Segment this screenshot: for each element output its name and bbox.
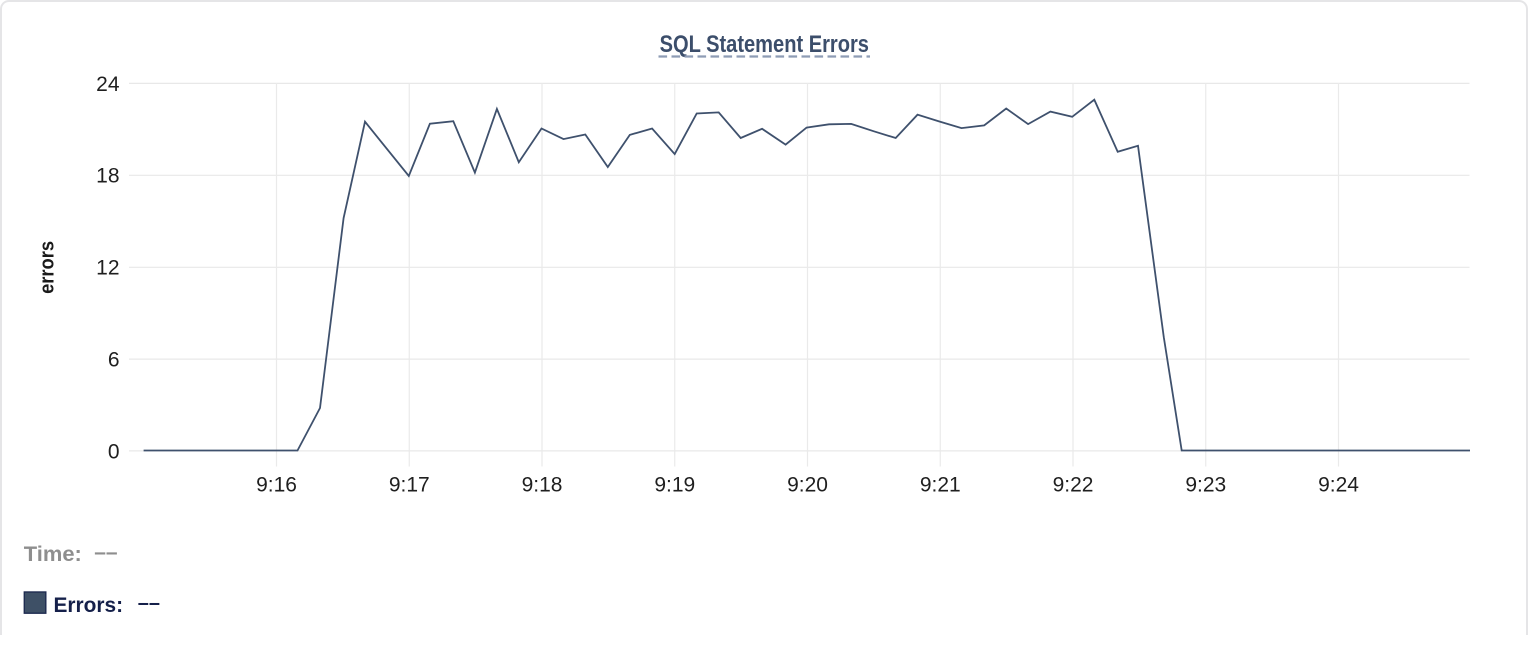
svg-text:9:18: 9:18 [522, 474, 563, 497]
svg-text:18: 18 [96, 165, 119, 188]
svg-text:Time:: Time: [24, 543, 82, 566]
svg-text:6: 6 [108, 349, 120, 372]
svg-text:––: –– [138, 593, 160, 615]
svg-text:––: –– [94, 541, 118, 564]
svg-text:24: 24 [96, 73, 120, 96]
svg-text:9:16: 9:16 [256, 474, 297, 497]
svg-text:9:17: 9:17 [389, 474, 430, 497]
svg-text:9:24: 9:24 [1318, 474, 1359, 497]
svg-text:9:20: 9:20 [787, 474, 828, 497]
svg-text:9:21: 9:21 [920, 474, 961, 497]
svg-text:0: 0 [108, 440, 120, 463]
svg-text:9:22: 9:22 [1053, 474, 1094, 497]
svg-text:12: 12 [96, 257, 119, 280]
svg-text:9:19: 9:19 [654, 474, 695, 497]
svg-text:SQL Statement Errors: SQL Statement Errors [660, 31, 869, 58]
svg-text:Errors:: Errors: [54, 594, 124, 617]
svg-text:errors: errors [36, 241, 58, 294]
svg-text:9:23: 9:23 [1185, 474, 1226, 497]
